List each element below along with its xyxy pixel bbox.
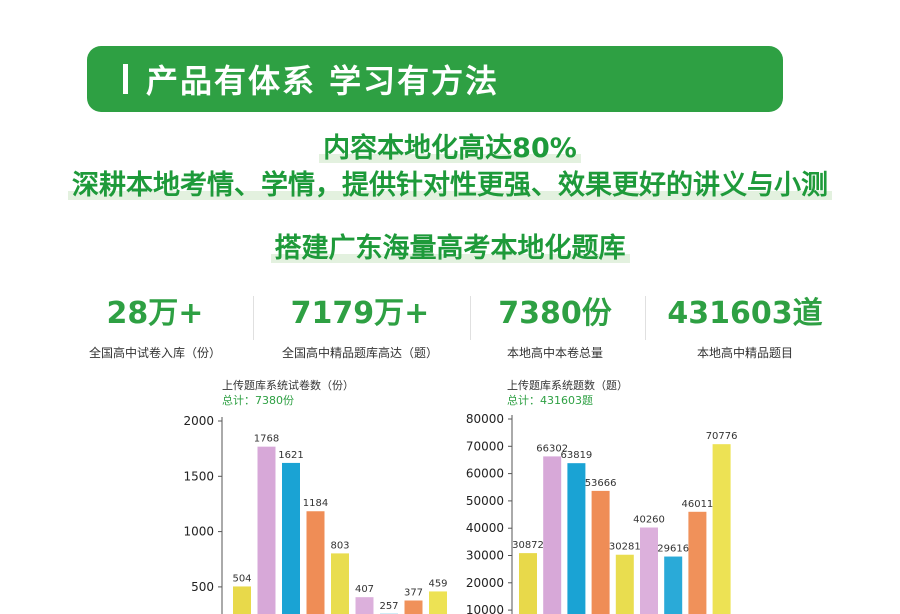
bar-value-label: 803 [330,540,349,551]
y-tick-label: 50000 [466,494,504,508]
headline-line-1: 内容本地化高达80% [0,126,900,165]
stat-papers-local: 7380份 本地高中本卷总量 [470,288,640,361]
stat-value: 7380份 [498,296,612,331]
bar-value-label: 1768 [254,434,279,445]
stat-questions-national: 7179万+ 全国高中精品题库高达（题） [255,288,465,361]
bar-value-label: 63819 [560,450,592,461]
stat-value: 7179万+ [290,296,430,331]
bar [306,511,325,614]
stat-label: 全国高中试卷入库（份） [88,346,221,360]
bar-value-label: 459 [428,578,447,589]
bar [282,462,300,614]
bar-value-label: 46011 [681,499,713,510]
bar-value-label: 504 [232,573,251,584]
stat-divider [253,296,254,340]
bar [331,553,349,614]
stat-divider [470,296,471,340]
chart-right-questions: 10000 20000 30000 40000 50000 60000 70000 80000… [466,412,738,614]
bar-value-label: 29616 [657,544,689,555]
bar [543,456,562,614]
stat-papers-national: 28万+ 全国高中试卷入库（份） [60,288,250,361]
chart-right-total: 总计：431603题 [507,394,593,407]
bar [257,446,276,614]
stat-label: 本地高中本卷总量 [506,346,603,360]
bar [712,444,731,614]
chart-left-title: 上传题库系统试卷数（份） [222,379,354,392]
bar-value-label: 1184 [303,498,328,509]
bar-value-label: 40260 [633,514,665,525]
bar-value-label: 1621 [278,450,303,461]
bar-value-label: 407 [355,584,374,595]
bar [567,463,586,614]
bar-value-label: 53666 [585,478,617,489]
bar-value-label: 66302 [536,443,568,454]
chart-right-title: 上传题库系统题数（题） [507,379,628,392]
y-tick-label: 40000 [466,521,504,535]
bar [664,556,683,614]
y-tick-label: 10000 [466,603,504,614]
banner-accent-bar [123,64,128,94]
bar [429,591,447,614]
title-banner: 产品有体系 学习有方法 [87,46,783,112]
stat-label: 全国高中精品题库高达（题） [281,346,438,360]
stat-divider [645,296,646,340]
headline-line-3: 搭建广东海量高考本地化题库 [0,226,900,265]
bar-value-label: 377 [404,588,423,599]
y-tick-label: 1000 [183,525,214,539]
y-tick-label: 2000 [183,414,214,428]
bar [591,490,610,614]
bar [688,511,707,614]
bar [519,553,537,614]
bar-value-label: 30281 [609,542,641,553]
bar [233,586,251,614]
y-tick-label: 20000 [466,576,504,590]
chart-left-total: 总计：7380份 [222,394,294,407]
bar [640,527,658,614]
stat-label: 本地高中精品题目 [696,346,793,360]
bar [355,597,374,614]
banner-title: 产品有体系 学习有方法 [146,62,500,100]
bar [404,600,423,614]
bar-value-label: 257 [379,601,398,612]
bar-value-label: 70776 [706,431,738,442]
y-tick-label: 500 [191,580,214,594]
bar [615,554,634,614]
y-tick-label: 60000 [466,467,504,481]
y-tick-label: 70000 [466,439,504,453]
y-tick-label: 30000 [466,549,504,563]
stat-questions-local: 431603道 本地高中精品题目 [650,288,840,361]
chart-left-papers: 500 1000 1500 2000 504 1768 1621 1184 803 407 257 3… [183,414,448,614]
y-tick-label: 80000 [466,412,504,426]
y-tick-label: 1500 [183,469,214,483]
stat-value: 431603道 [667,296,823,331]
headline-line-2: 深耕本地考情、学情，提供针对性更强、效果更好的讲义与小测 [0,163,900,202]
stat-value: 28万+ [106,296,204,331]
bar-value-label: 30872 [512,540,544,551]
